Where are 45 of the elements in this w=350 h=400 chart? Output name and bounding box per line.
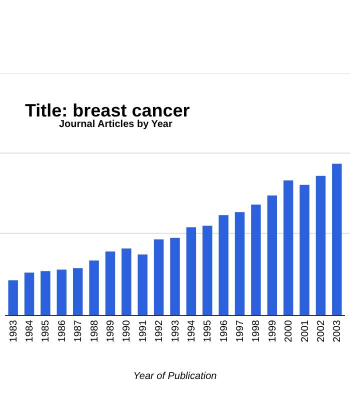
bar (154, 239, 164, 315)
bar (24, 272, 34, 315)
x-tick-label: 2003 (332, 320, 344, 342)
x-tick-label: 1998 (251, 320, 262, 342)
x-tick-label: 1986 (56, 320, 68, 342)
x-tick-label: 1991 (138, 320, 149, 342)
bar (56, 270, 67, 315)
bar (8, 280, 18, 315)
bar (122, 248, 132, 315)
x-tick-label: 1996 (218, 320, 230, 342)
x-tick-label: 1994 (186, 320, 198, 342)
bar (332, 164, 342, 315)
x-tick-label: 1997 (235, 320, 246, 342)
bar (138, 254, 148, 315)
bar (234, 212, 245, 315)
bar (283, 180, 294, 315)
bar (267, 196, 277, 315)
bar (73, 268, 83, 315)
x-tick-label: 1992 (154, 320, 166, 342)
x-tick-label: 1989 (105, 320, 116, 342)
bar (300, 184, 310, 315)
x-tick-label: 2001 (300, 320, 311, 342)
x-tick-label: 1987 (73, 320, 84, 342)
x-tick-label: 1999 (267, 320, 278, 342)
chart-title: Title: breast cancer (25, 100, 190, 120)
x-tick-label: 2000 (284, 320, 295, 342)
bar (202, 226, 212, 315)
bar (251, 204, 261, 315)
bar (186, 227, 196, 315)
x-tick-label: 1983 (8, 320, 20, 342)
bar (40, 271, 50, 315)
bar (218, 215, 228, 315)
bar (170, 238, 180, 315)
x-tick-label: 1984 (24, 320, 36, 342)
x-tick-label: 1990 (122, 320, 133, 342)
chart-subtitle: Journal Articles by Year (59, 119, 172, 130)
bar (316, 176, 326, 315)
bar (105, 251, 116, 315)
x-axis-title: Year of Publication (133, 370, 218, 382)
x-tick-label: 1995 (202, 320, 214, 342)
bar (89, 260, 99, 315)
x-tick-label: 1985 (40, 320, 52, 342)
x-tick-label: 2002 (316, 320, 327, 342)
x-tick-label: 1988 (89, 320, 100, 342)
x-tick-label: 1993 (170, 320, 182, 342)
